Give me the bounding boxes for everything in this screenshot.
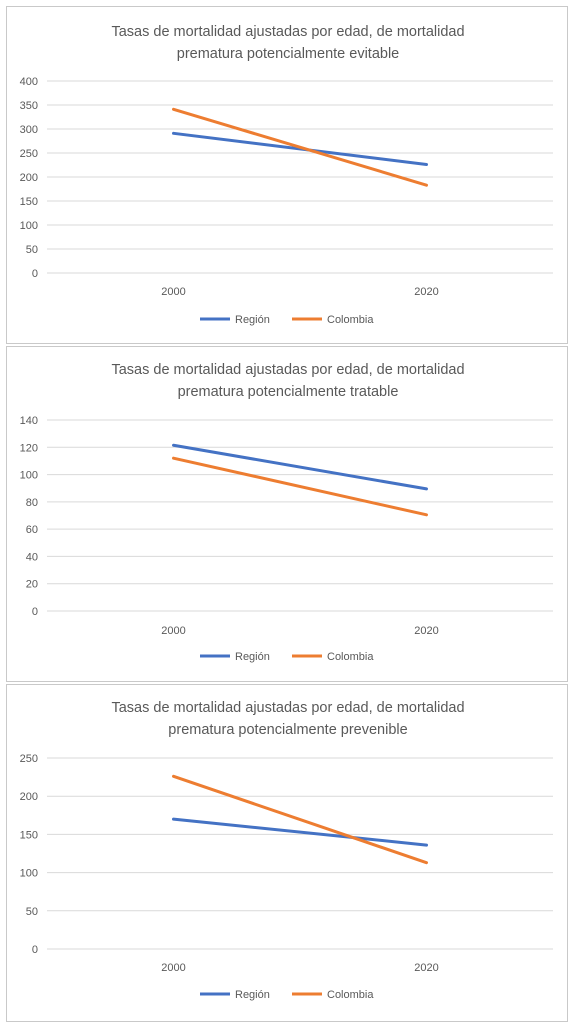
- series-line-2: [172, 107, 428, 187]
- y-tick-label: 100: [20, 220, 38, 232]
- y-tick-label: 150: [20, 196, 38, 208]
- chart-title-line: Tasas de mortalidad ajustadas por edad, …: [111, 362, 464, 378]
- y-tick-label: 250: [20, 148, 38, 160]
- chart-tratable: Tasas de mortalidad ajustadas por edad, …: [20, 362, 553, 663]
- chart-title-line: prematura potencialmente evitable: [177, 46, 399, 62]
- y-tick-label: 250: [20, 753, 38, 765]
- y-tick-label: 300: [20, 124, 38, 136]
- chart-prevenible: Tasas de mortalidad ajustadas por edad, …: [20, 700, 553, 1001]
- chart-title-line: Tasas de mortalidad ajustadas por edad, …: [111, 700, 464, 716]
- x-tick-label: 2000: [161, 962, 185, 974]
- y-tick-label: 0: [32, 944, 38, 956]
- y-tick-label: 100: [20, 868, 38, 880]
- y-tick-label: 20: [26, 579, 38, 591]
- x-tick-label: 2020: [414, 962, 438, 974]
- legend-label: Región: [235, 651, 270, 663]
- y-tick-label: 120: [20, 442, 38, 454]
- y-tick-label: 140: [20, 415, 38, 427]
- legend-label: Colombia: [327, 651, 374, 663]
- legend-label: Colombia: [327, 314, 374, 326]
- x-tick-label: 2000: [161, 286, 185, 298]
- y-tick-label: 0: [32, 268, 38, 280]
- legend-label: Región: [235, 989, 270, 1001]
- series-line-1: [172, 131, 428, 167]
- y-tick-label: 0: [32, 606, 38, 618]
- chart-title-line: prematura potencialmente prevenible: [168, 722, 407, 738]
- series-line-1: [172, 817, 428, 847]
- y-tick-label: 40: [26, 551, 38, 563]
- chart-panel-tratable: Tasas de mortalidad ajustadas por edad, …: [6, 346, 568, 682]
- y-tick-label: 400: [20, 76, 38, 88]
- y-tick-label: 80: [26, 497, 38, 509]
- y-tick-label: 100: [20, 470, 38, 482]
- chart-panel-evitable: Tasas de mortalidad ajustadas por edad, …: [6, 6, 568, 344]
- y-tick-label: 200: [20, 791, 38, 803]
- series-line-2: [172, 774, 428, 865]
- series-line-2: [172, 456, 428, 517]
- chart-evitable: Tasas de mortalidad ajustadas por edad, …: [20, 24, 553, 326]
- legend-label: Región: [235, 314, 270, 326]
- chart-title-line: Tasas de mortalidad ajustadas por edad, …: [111, 24, 464, 40]
- chart-title-line: prematura potencialmente tratable: [178, 384, 399, 400]
- legend-label: Colombia: [327, 989, 374, 1001]
- series-line-1: [172, 443, 428, 491]
- y-tick-label: 50: [26, 244, 38, 256]
- x-tick-label: 2000: [161, 625, 185, 637]
- y-tick-label: 60: [26, 524, 38, 536]
- y-tick-label: 150: [20, 829, 38, 841]
- y-tick-label: 350: [20, 100, 38, 112]
- y-tick-label: 50: [26, 906, 38, 918]
- x-tick-label: 2020: [414, 286, 438, 298]
- x-tick-label: 2020: [414, 625, 438, 637]
- y-tick-label: 200: [20, 172, 38, 184]
- chart-panel-prevenible: Tasas de mortalidad ajustadas por edad, …: [6, 684, 568, 1022]
